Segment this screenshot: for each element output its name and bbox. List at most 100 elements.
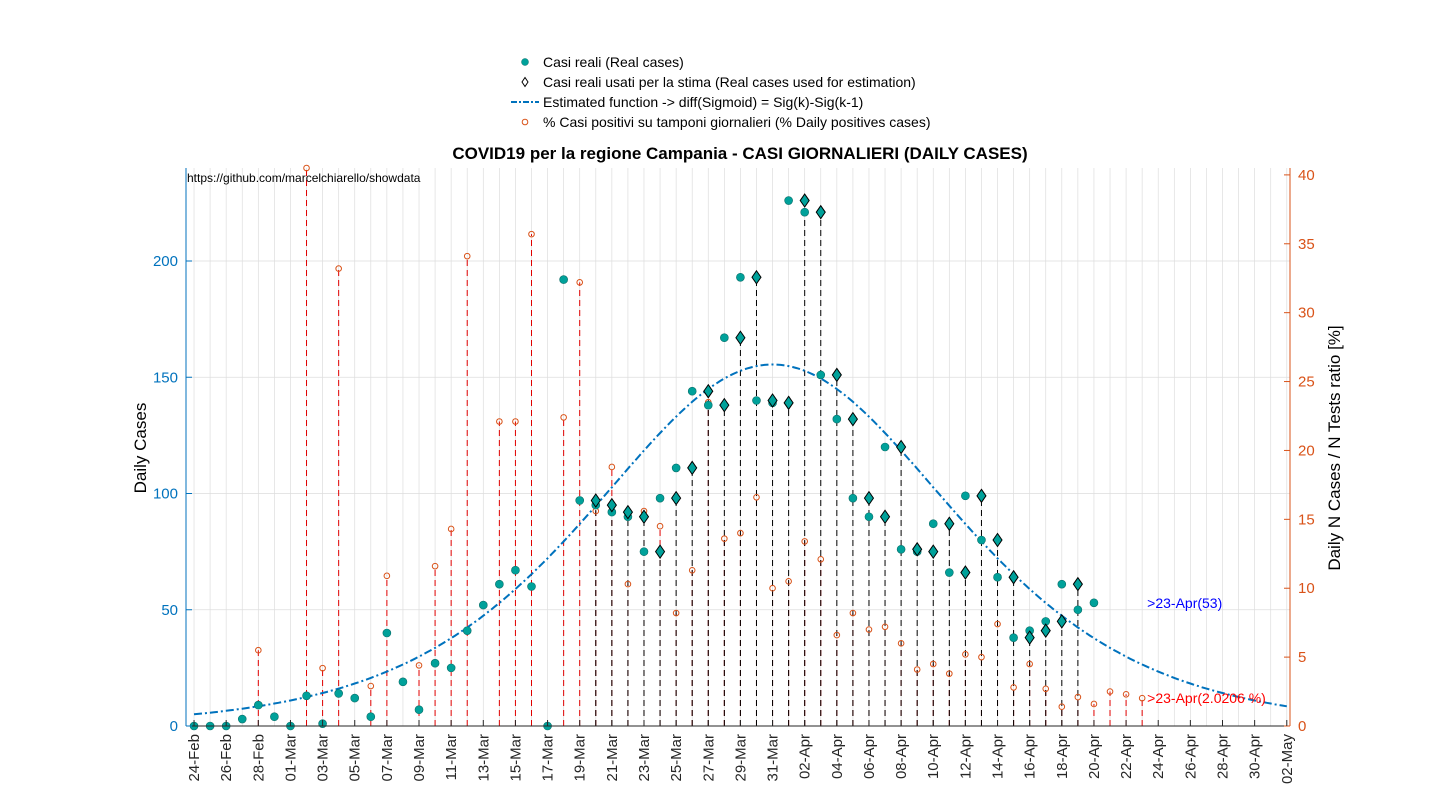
real-case-point [928,519,938,529]
percent-point [512,418,519,425]
percent-point [849,609,857,617]
percent-point [688,567,696,574]
chart-title: COVID19 per la regione Campania - CASI G… [452,144,1027,163]
x-tick-label: 05-Mar [347,734,364,782]
used-case-diamond [976,488,987,504]
real-case-point [816,370,826,380]
used-case-diamond [606,497,617,513]
x-tick-label: 27-Mar [700,734,717,782]
used-case-diamond [896,439,907,455]
real-case-point [575,496,585,505]
percent-point [255,646,262,654]
x-tick-label: 18-Apr [1054,734,1071,779]
x-tick-label: 10-Apr [925,734,942,779]
real-case-point [720,333,729,343]
percent-point [496,418,503,425]
real-case-point [752,396,761,405]
used-case-diamond [783,395,794,411]
real-case-point [382,628,392,638]
percent-point [560,414,567,421]
y-axis-label-right: Daily N Cases / N Tests ratio [%] [1325,325,1344,570]
used-case-diamond [1072,576,1083,592]
used-case-diamond [751,269,762,285]
x-tick-label: 17-Mar [540,734,557,782]
used-case-diamond [767,393,778,408]
used-case-diamond [703,383,714,399]
percent-point [994,620,1001,628]
used-case-diamond [847,411,859,427]
percent-point [672,609,680,617]
percent-point [833,631,841,639]
y-tick-label-right: 40 [1298,167,1315,184]
percent-point [881,623,889,631]
axes [185,168,1291,727]
y-tick-label-right: 10 [1298,580,1315,597]
real-case-point [945,568,954,577]
percent-point [737,529,744,537]
real-case-point [993,572,1002,582]
percent-point [1058,703,1066,711]
percent-point [769,584,776,592]
real-case-point [736,272,745,282]
used-case-diamond [1056,613,1067,629]
x-tick-label: 07-Mar [379,734,396,782]
real-case-point [302,691,311,701]
percent-point [897,640,905,647]
percent-point [978,653,985,661]
y-tick-label-left: 150 [153,369,178,386]
real-case-point [896,544,906,554]
annotations: >23-Apr(53) >23-Apr(2.0206 %) [1147,595,1266,706]
real-case-point [832,414,842,424]
legend-label: Casi reali usati per la stima (Real case… [543,74,916,90]
x-tick-label: 20-Apr [1086,734,1103,779]
legend-label: Casi reali (Real cases) [543,54,684,70]
real-case-point [446,663,456,673]
real-case-point [961,491,970,501]
real-case-point [270,712,279,722]
y-tick-label-right: 0 [1298,718,1306,735]
percent-point [1042,685,1050,693]
y-axis-label-left: Daily Cases [131,403,150,494]
used-case-diamond [992,532,1003,548]
real-case-point [527,582,536,591]
percent-point [1138,694,1146,702]
real-case-point [430,658,440,668]
real-case-point [350,693,360,703]
percent-point [608,463,616,471]
percent-point [303,164,310,172]
percent-point [946,670,953,677]
x-tick-label: 14-Apr [990,734,1007,779]
used-case-diamond [590,493,601,508]
x-tick-label: 19-Mar [572,734,589,782]
x-tick-label: 08-Apr [893,734,910,779]
real-case-point [462,626,472,635]
real-case-point [784,196,793,205]
percent-point [1074,693,1082,701]
percent-point [865,626,873,633]
legend-marker-percent [521,118,529,126]
percent-point [962,651,969,658]
percent-point [447,525,455,533]
x-tick-label: 06-Apr [861,734,878,779]
used-case-diamond [863,490,875,506]
real-case-point [366,712,376,722]
legend: Casi reali (Real cases) Casi reali usati … [511,54,930,130]
used-case-diamond [638,509,650,525]
x-tick-label: 28-Feb [250,734,267,782]
percent-point [1106,688,1114,695]
x-tick-label: 11-Mar [443,734,460,780]
x-tick-label: 15-Mar [507,734,524,782]
percent-points-group [255,164,1146,711]
real-case-point [639,547,649,556]
y-tick-label-right: 5 [1298,649,1306,666]
x-tick-label: 13-Mar [475,734,492,782]
percent-point [1010,684,1017,691]
real-case-point [495,579,504,589]
x-tick-label: 24-Feb [186,734,203,782]
used-case-diamond [1040,623,1051,639]
real-case-point [414,705,424,715]
real-case-point [478,600,488,610]
percent-point [1122,691,1130,698]
used-case-diamond [687,460,698,476]
x-tick-label: 28-Apr [1215,734,1232,779]
